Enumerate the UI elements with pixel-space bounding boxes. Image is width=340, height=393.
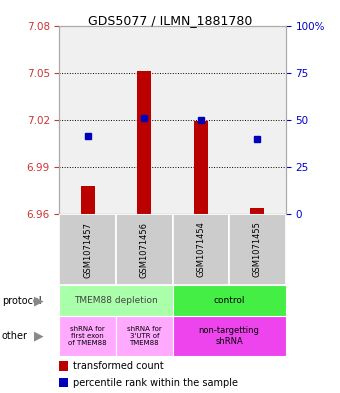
- Bar: [59, 214, 116, 285]
- Text: non-targetting
shRNA: non-targetting shRNA: [199, 326, 259, 346]
- Bar: [250, 208, 265, 214]
- Bar: [229, 214, 286, 285]
- Text: percentile rank within the sample: percentile rank within the sample: [73, 378, 238, 387]
- Text: protocol: protocol: [2, 296, 41, 306]
- Bar: [116, 214, 173, 285]
- Bar: [173, 285, 286, 316]
- Text: GSM1071454: GSM1071454: [196, 222, 205, 277]
- Text: GSM1071456: GSM1071456: [140, 222, 149, 277]
- Bar: [59, 316, 116, 356]
- Text: ▶: ▶: [34, 294, 44, 307]
- Bar: [173, 214, 229, 285]
- Bar: [173, 316, 286, 356]
- Text: shRNA for
first exon
of TMEM88: shRNA for first exon of TMEM88: [68, 326, 107, 346]
- Text: GDS5077 / ILMN_1881780: GDS5077 / ILMN_1881780: [88, 14, 252, 27]
- Text: TMEM88 depletion: TMEM88 depletion: [74, 296, 158, 305]
- Text: other: other: [2, 331, 28, 341]
- Text: GSM1071457: GSM1071457: [83, 222, 92, 277]
- Bar: [59, 285, 173, 316]
- Bar: [194, 121, 208, 214]
- Bar: [81, 186, 95, 214]
- Text: control: control: [213, 296, 245, 305]
- Text: GSM1071455: GSM1071455: [253, 222, 262, 277]
- Text: transformed count: transformed count: [73, 361, 164, 371]
- Bar: [137, 71, 151, 214]
- Text: ▶: ▶: [34, 329, 44, 343]
- Text: shRNA for
3'UTR of
TMEM88: shRNA for 3'UTR of TMEM88: [127, 326, 162, 346]
- Bar: [116, 316, 173, 356]
